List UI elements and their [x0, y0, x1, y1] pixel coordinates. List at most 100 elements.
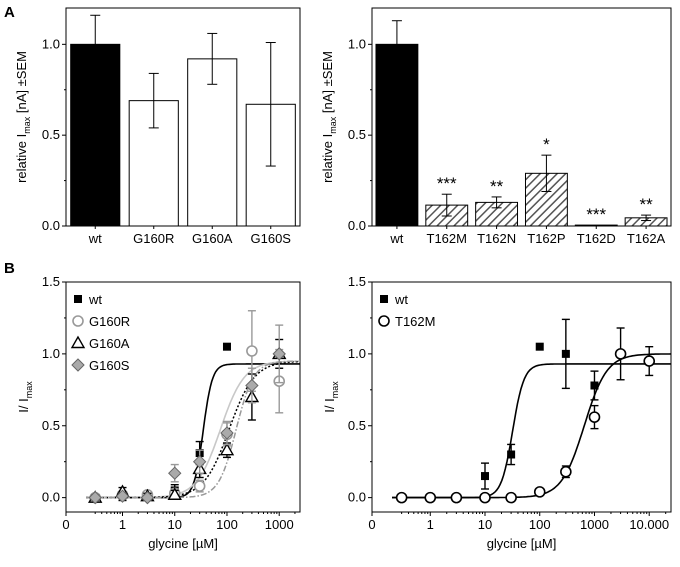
y-axis-title: I/ Imax [322, 381, 340, 413]
legend-marker-g160r [72, 315, 84, 327]
y-tick-label: 1.0 [42, 346, 60, 361]
data-point-g160r [246, 345, 258, 357]
y-axis-title-main: relative I [14, 134, 29, 183]
fit-curve-g160r [86, 360, 301, 499]
data-point-t162m [450, 491, 463, 504]
x-tick-label-g160s: G160S [251, 231, 292, 246]
data-point-t162m [588, 411, 601, 423]
data-point-wt [222, 342, 231, 351]
bar-wt [375, 43, 419, 227]
legend-label-g160r: G160R [89, 314, 130, 329]
legend-marker-wt [380, 295, 388, 303]
significance-label-t162m: *** [437, 174, 457, 193]
data-point-t162m [643, 355, 656, 367]
bar-chart-t162-variants: 0.00.51.0wt T162M***T162N**T162P*T162D***… [320, 7, 672, 246]
x-tick-label-t162m: T162M [427, 231, 467, 246]
x-axis-title: glycine [µM] [487, 536, 557, 551]
data-point-t162m [614, 348, 627, 360]
y-tick-label: 1.0 [348, 346, 366, 361]
y-axis-title-subscript: max [328, 116, 338, 134]
data-point-g160s [140, 490, 155, 505]
y-tick-label: 0.0 [348, 490, 366, 505]
x-tick-label-t162a: T162A [627, 231, 666, 246]
x-axis-title: glycine [µM] [148, 536, 218, 551]
legend-marker-t162m [378, 315, 390, 327]
data-point-g160s [168, 466, 182, 480]
data-point-wt [507, 450, 516, 459]
bar-t162d [574, 224, 618, 227]
y-axis-title-main: I/ I [322, 398, 337, 412]
data-point-wt [481, 472, 489, 481]
plot-frame [371, 281, 672, 513]
legend-marker-wt [74, 295, 82, 303]
data-point-t162m [533, 486, 546, 498]
fit-curve-g160s [86, 360, 300, 499]
panel-b-label: B [4, 260, 15, 277]
y-axis-title-subscript: max [330, 381, 340, 399]
data-point-g160s [272, 347, 286, 361]
y-tick-label: 0.0 [42, 490, 60, 505]
legend-marker-g160s [71, 358, 85, 372]
y-tick-label: 0.5 [42, 418, 60, 433]
y-axis-title: I/ Imax [16, 381, 34, 413]
fit-curve-t162m [392, 353, 672, 499]
legend-marker-g160a [70, 335, 86, 349]
x-tick-label: 10.000 [629, 517, 669, 532]
legend-label-g160s: G160S [89, 358, 130, 373]
data-point-g160s [115, 489, 130, 503]
x-tick-label: 1 [119, 517, 126, 532]
significance-label-t162n: ** [490, 177, 504, 196]
y-axis-title: relative Imax [nA] ±SEM [320, 51, 338, 183]
bar-g160a [187, 58, 238, 227]
data-point-t162m [505, 491, 517, 504]
y-axis-title-tail: [nA] ±SEM [14, 51, 29, 117]
data-point-t162m [479, 491, 491, 504]
data-point-g160s [192, 454, 207, 469]
data-point-g160a [167, 487, 182, 500]
data-point-g160a [219, 442, 235, 456]
data-point-wt [561, 349, 570, 358]
x-tick-label-t162n: T162N [477, 231, 516, 246]
plot-frame [65, 7, 301, 227]
x-tick-label-zero: 0 [62, 517, 69, 532]
legend-label-g160a: G160A [89, 336, 130, 351]
significance-label-t162p: * [543, 135, 550, 154]
dose-response-t162m: 0.0 0.5 1.0 1.5 0 1 10 100 1000 10.000 glycine [µM… [322, 274, 672, 551]
data-point-wt [590, 381, 599, 390]
data-point-wt [535, 342, 544, 351]
y-tick-label: 0.5 [42, 127, 60, 142]
data-point-g160s [88, 490, 102, 505]
fit-curve-wt [86, 363, 300, 499]
data-point-g160s [220, 426, 234, 440]
y-tick-label: 0.5 [348, 418, 366, 433]
y-tick-label: 1.5 [42, 274, 60, 289]
plot-frame [371, 7, 672, 227]
y-axis-title-main: I/ I [16, 398, 31, 412]
y-axis-title-subscript: max [22, 116, 32, 134]
y-tick-label: 1.0 [348, 36, 366, 51]
y-tick-label: 0.0 [348, 218, 366, 233]
y-tick-label: 0.0 [42, 218, 60, 233]
fit-curve-g160a [86, 360, 300, 499]
x-tick-label: 10 [478, 517, 492, 532]
data-point-t162m [424, 491, 437, 504]
dose-response-g160-variants: 0.0 0.5 1.0 1.5 0 1 10 100 1000 glycine [µM] I/ Im… [16, 274, 301, 551]
y-axis-title-subscript: max [24, 381, 34, 399]
y-tick-label: 1.0 [42, 36, 60, 51]
x-tick-label-g160r: G160R [133, 231, 174, 246]
data-point-g160r [193, 480, 206, 492]
legend-label-t162m: T162M [395, 314, 435, 329]
x-tick-label: 1000 [580, 517, 609, 532]
x-tick-label-g160a: G160A [192, 231, 233, 246]
data-point-g160s [245, 378, 259, 393]
bar-chart-g160-variants: 0.0 0.5 1.0 wt G160R G160A G160S relative Imax … [14, 7, 301, 246]
y-tick-label: 0.5 [348, 127, 366, 142]
x-tick-label-t162d: T162D [577, 231, 616, 246]
data-point-t162m [395, 491, 408, 504]
x-tick-label: 1000 [265, 517, 294, 532]
x-tick-label-zero: 0 [368, 517, 375, 532]
data-point-t162m [560, 465, 572, 478]
y-axis-title-main: relative I [320, 134, 335, 183]
plot-frame [65, 281, 301, 513]
